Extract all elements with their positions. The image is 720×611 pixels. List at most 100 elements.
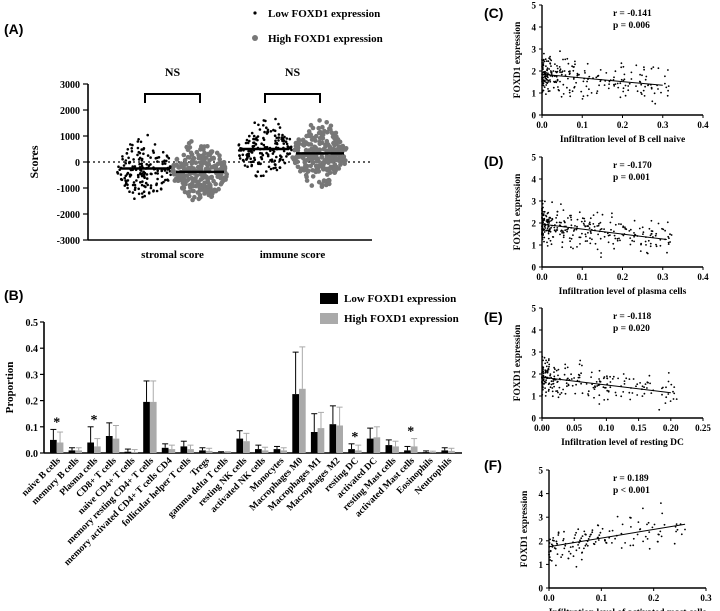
scatter-point bbox=[642, 233, 644, 236]
scatter-point bbox=[664, 82, 666, 85]
x-tick-label-d: 0.4 bbox=[697, 272, 709, 282]
data-point bbox=[159, 187, 163, 190]
scatter-point bbox=[547, 76, 549, 79]
scatter-point bbox=[613, 230, 615, 233]
scatter-point bbox=[553, 81, 556, 84]
data-point bbox=[165, 171, 169, 174]
data-point bbox=[156, 156, 159, 160]
scatter-point bbox=[542, 368, 544, 371]
y-axis-title-c: FOXD1 expression bbox=[513, 21, 523, 98]
x-axis-title-f: Infiltration level of activated mast cel… bbox=[549, 608, 707, 611]
data-point bbox=[149, 172, 153, 176]
scatter-point bbox=[566, 230, 568, 233]
scatter-point bbox=[592, 542, 595, 545]
y-tick-label-a: 2000 bbox=[60, 106, 80, 117]
data-point bbox=[161, 160, 164, 164]
scatter-point bbox=[578, 236, 581, 239]
data-point bbox=[277, 133, 281, 136]
data-point bbox=[117, 165, 120, 168]
scatter-point bbox=[625, 377, 628, 380]
bar-high bbox=[224, 452, 232, 453]
data-point bbox=[128, 173, 132, 176]
scatter-point bbox=[602, 386, 605, 389]
scatter-point bbox=[555, 75, 558, 78]
scatter-point bbox=[564, 367, 567, 370]
data-point bbox=[181, 152, 187, 158]
scatter-point bbox=[617, 86, 620, 89]
scatter-point bbox=[684, 528, 686, 531]
data-point bbox=[134, 186, 137, 189]
scatter-point bbox=[607, 234, 610, 237]
scatter-point bbox=[616, 515, 619, 518]
scatter-point bbox=[609, 375, 611, 378]
significance-bracket bbox=[264, 93, 321, 103]
data-point bbox=[152, 151, 155, 154]
scatter-point bbox=[556, 65, 558, 67]
scatter-point bbox=[552, 537, 555, 539]
x-tick-label-d: 0.0 bbox=[536, 272, 548, 282]
data-point bbox=[162, 180, 165, 184]
scatter-point bbox=[563, 70, 566, 72]
data-point bbox=[316, 130, 322, 136]
scatter-point bbox=[558, 66, 561, 68]
data-point bbox=[187, 145, 193, 150]
data-point bbox=[255, 175, 258, 178]
data-point bbox=[321, 178, 327, 183]
bar-high bbox=[168, 449, 176, 453]
scatter-point bbox=[598, 369, 601, 372]
scatter-point bbox=[560, 95, 563, 98]
x-axis-title-e: Infiltration level of resting DC bbox=[561, 438, 684, 448]
x-tick-label-c: 0.1 bbox=[577, 120, 589, 130]
scatter-point bbox=[601, 213, 604, 216]
scatter-point bbox=[630, 526, 632, 528]
scatter-point bbox=[566, 366, 569, 369]
y-tick-label-c: 0 bbox=[532, 111, 537, 121]
scatter-point bbox=[546, 371, 549, 374]
scatter-point bbox=[549, 55, 551, 58]
data-point bbox=[221, 164, 227, 169]
scatter-point bbox=[572, 555, 575, 558]
scatter-point bbox=[569, 552, 572, 555]
data-point bbox=[325, 172, 330, 177]
y-tick-label-e: 3 bbox=[532, 348, 537, 358]
scatter-point bbox=[646, 387, 648, 389]
scatter-point bbox=[543, 231, 546, 233]
scatter-point bbox=[557, 368, 560, 371]
scatter-point bbox=[629, 243, 632, 246]
significance-asterisk: * bbox=[407, 425, 414, 440]
bar-high bbox=[373, 437, 381, 453]
scatter-point bbox=[623, 380, 626, 382]
data-point bbox=[259, 174, 263, 178]
scatter-point bbox=[581, 98, 584, 100]
scatter-point bbox=[547, 237, 550, 240]
scatter-point bbox=[627, 89, 630, 92]
scatter-point bbox=[607, 390, 610, 392]
scatter-point bbox=[566, 385, 568, 388]
scatter-point bbox=[649, 382, 651, 385]
scatter-point bbox=[628, 82, 631, 85]
scatter-point bbox=[624, 84, 627, 87]
scatter-point bbox=[642, 507, 644, 510]
x-tick-label-d: 0.1 bbox=[577, 272, 589, 282]
scatter-point bbox=[541, 371, 543, 374]
data-point bbox=[252, 137, 255, 141]
data-point bbox=[209, 165, 214, 170]
bar-low bbox=[105, 436, 113, 453]
scatter-point bbox=[575, 81, 577, 84]
scatter-point bbox=[544, 227, 547, 229]
bar-high bbox=[56, 442, 64, 453]
x-axis-title-c: Infiltration level of B cell naive bbox=[560, 135, 685, 145]
scatter-point bbox=[547, 60, 550, 63]
data-point bbox=[142, 148, 145, 151]
scatter-point bbox=[559, 68, 562, 71]
scatter-point bbox=[549, 386, 552, 389]
data-point bbox=[195, 190, 201, 195]
scatter-point bbox=[546, 218, 548, 221]
data-point bbox=[258, 128, 262, 131]
scatter-point bbox=[583, 217, 586, 220]
scatter-point bbox=[543, 236, 546, 239]
scatter-point bbox=[547, 390, 550, 392]
data-point bbox=[320, 124, 325, 130]
scatter-point bbox=[545, 391, 547, 394]
